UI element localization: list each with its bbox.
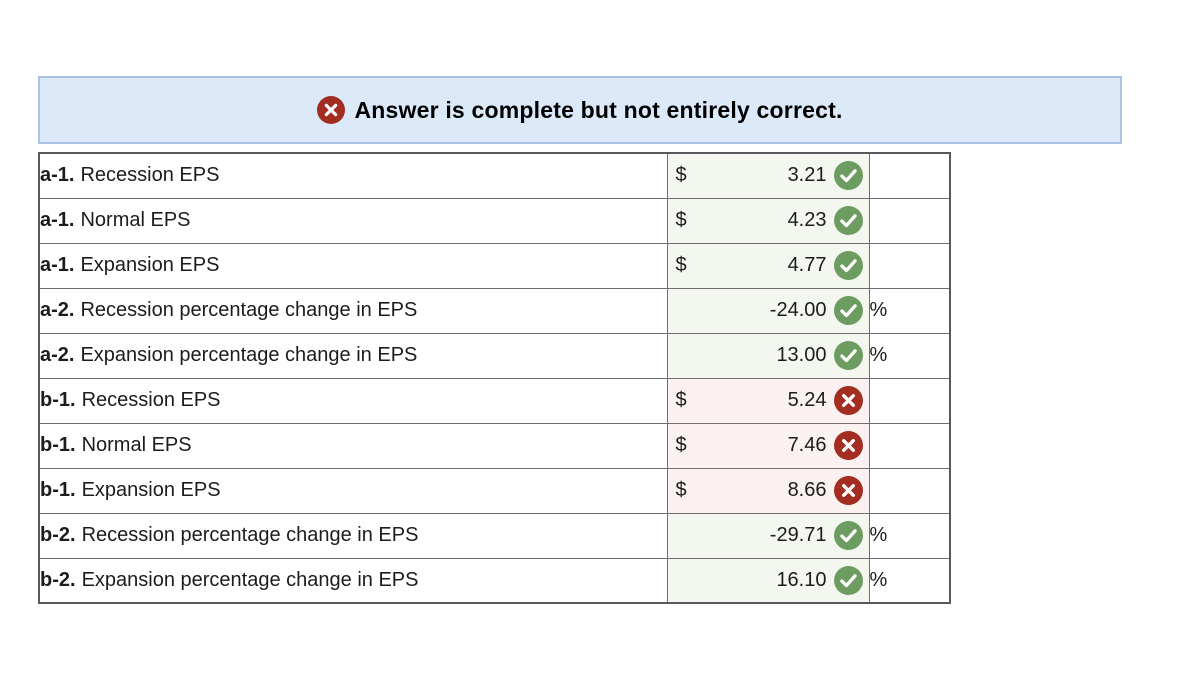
check-circle-icon bbox=[833, 161, 863, 191]
row-label-text: Expansion percentage change in EPS bbox=[81, 568, 419, 591]
answer-cell[interactable]: -29.71 bbox=[666, 512, 870, 559]
row-label: a-1. Normal EPS bbox=[38, 197, 668, 244]
check-circle-icon bbox=[833, 206, 863, 235]
unit-cell: % bbox=[868, 287, 951, 334]
answer-cell[interactable]: 13.00 bbox=[666, 332, 870, 379]
x-circle-icon bbox=[833, 476, 863, 505]
answer-value: 5.24 bbox=[787, 389, 827, 411]
feedback-banner: Answer is complete but not entirely corr… bbox=[38, 76, 1122, 144]
unit-cell bbox=[868, 152, 951, 199]
x-circle-icon bbox=[833, 386, 863, 415]
answer-value: -29.71 bbox=[769, 524, 827, 546]
table-row: a-1. Recession EPS $ 3.21 bbox=[38, 152, 951, 199]
answer-cell[interactable]: -24.00 bbox=[666, 287, 870, 334]
row-label: a-2. Recession percentage change in EPS bbox=[38, 287, 668, 334]
row-label: b-2. Expansion percentage change in EPS bbox=[38, 557, 668, 604]
currency-symbol: $ bbox=[675, 389, 687, 411]
table-row: a-2. Recession percentage change in EPS -… bbox=[38, 287, 951, 334]
row-label: a-1. Recession EPS bbox=[38, 152, 668, 199]
answer-value: 4.77 bbox=[787, 254, 827, 276]
row-label-text: Recession EPS bbox=[81, 389, 221, 411]
x-circle-icon bbox=[317, 96, 346, 124]
answer-cell[interactable]: $ 8.66 bbox=[666, 467, 870, 514]
table-row: a-2. Expansion percentage change in EPS 1… bbox=[38, 332, 951, 379]
feedback-text: Answer is complete but not entirely corr… bbox=[354, 96, 843, 123]
row-prefix: a-1. bbox=[40, 164, 75, 187]
row-label: b-1. Normal EPS bbox=[38, 422, 668, 469]
row-label-text: Recession percentage change in EPS bbox=[80, 299, 418, 321]
check-circle-icon bbox=[833, 341, 863, 370]
currency-symbol: $ bbox=[675, 209, 687, 231]
currency-symbol: $ bbox=[675, 164, 687, 187]
row-prefix: a-2. bbox=[40, 299, 75, 321]
row-label-text: Normal EPS bbox=[81, 434, 192, 456]
row-prefix: b-2. bbox=[40, 568, 76, 591]
answer-cell[interactable]: $ 5.24 bbox=[666, 377, 870, 424]
row-prefix: b-1. bbox=[40, 389, 76, 411]
row-label-text: Recession EPS bbox=[80, 164, 220, 187]
check-circle-icon bbox=[833, 251, 863, 280]
row-prefix: b-2. bbox=[40, 524, 76, 546]
unit-cell bbox=[868, 467, 951, 514]
currency-symbol: $ bbox=[675, 434, 687, 456]
row-prefix: b-1. bbox=[40, 434, 76, 456]
row-label: a-2. Expansion percentage change in EPS bbox=[38, 332, 668, 379]
currency-symbol: $ bbox=[675, 479, 687, 501]
row-label-text: Recession percentage change in EPS bbox=[81, 524, 419, 546]
answer-cell[interactable]: $ 7.46 bbox=[666, 422, 870, 469]
answer-value: 13.00 bbox=[776, 344, 827, 366]
answer-value: 7.46 bbox=[787, 434, 827, 456]
unit-cell bbox=[868, 422, 951, 469]
row-label-text: Normal EPS bbox=[80, 209, 191, 231]
row-label-text: Expansion EPS bbox=[81, 479, 221, 501]
unit-cell: % bbox=[868, 332, 951, 379]
answer-value: 4.23 bbox=[787, 209, 827, 231]
unit-cell: % bbox=[868, 557, 951, 604]
row-prefix: a-1. bbox=[40, 209, 75, 231]
row-prefix: a-2. bbox=[40, 344, 75, 366]
table-row: b-1. Recession EPS $ 5.24 bbox=[38, 377, 951, 424]
table-row: b-1. Expansion EPS $ 8.66 bbox=[38, 467, 951, 514]
check-circle-icon bbox=[833, 521, 863, 550]
row-prefix: b-1. bbox=[40, 479, 76, 501]
currency-symbol: $ bbox=[675, 254, 687, 276]
answer-value: 3.21 bbox=[787, 164, 827, 187]
row-label: b-2. Recession percentage change in EPS bbox=[38, 512, 668, 559]
row-label: b-1. Recession EPS bbox=[38, 377, 668, 424]
unit-cell bbox=[868, 242, 951, 289]
table-row: a-1. Normal EPS $ 4.23 bbox=[38, 197, 951, 244]
row-label-text: Expansion percentage change in EPS bbox=[80, 344, 418, 366]
table-row: b-1. Normal EPS $ 7.46 bbox=[38, 422, 951, 469]
answer-cell[interactable]: $ 3.21 bbox=[666, 152, 870, 199]
row-label-text: Expansion EPS bbox=[80, 254, 220, 276]
unit-cell bbox=[868, 377, 951, 424]
row-label: a-1. Expansion EPS bbox=[38, 242, 668, 289]
answer-cell[interactable]: $ 4.23 bbox=[666, 197, 870, 244]
table-row: b-2. Expansion percentage change in EPS 1… bbox=[38, 557, 951, 604]
row-label: b-1. Expansion EPS bbox=[38, 467, 668, 514]
answers-tbody: a-1. Recession EPS $ 3.21 a-1. Normal EPS … bbox=[38, 152, 951, 604]
check-circle-icon bbox=[833, 565, 863, 595]
check-circle-icon bbox=[833, 296, 863, 325]
unit-cell: % bbox=[868, 512, 951, 559]
answer-value: -24.00 bbox=[769, 299, 827, 321]
answer-value: 8.66 bbox=[787, 479, 827, 501]
unit-cell bbox=[868, 197, 951, 244]
x-circle-icon bbox=[833, 431, 863, 460]
table-row: a-1. Expansion EPS $ 4.77 bbox=[38, 242, 951, 289]
answer-cell[interactable]: 16.10 bbox=[666, 557, 870, 604]
answer-cell[interactable]: $ 4.77 bbox=[666, 242, 870, 289]
answer-value: 16.10 bbox=[776, 568, 827, 591]
answers-table: a-1. Recession EPS $ 3.21 a-1. Normal EPS … bbox=[38, 152, 951, 604]
row-prefix: a-1. bbox=[40, 254, 75, 276]
table-row: b-2. Recession percentage change in EPS -… bbox=[38, 512, 951, 559]
